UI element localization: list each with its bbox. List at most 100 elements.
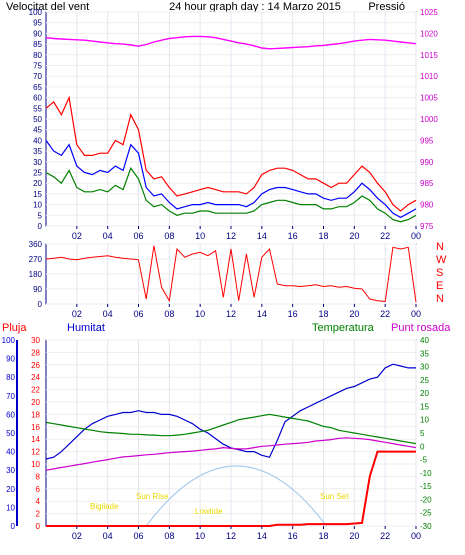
temperature-tick-label: 25 [420, 376, 429, 385]
x-tick-label: 10 [195, 231, 205, 241]
humidity-tick-label: 100 [2, 336, 16, 345]
wind-tick-label: 20 [33, 179, 42, 188]
x-tick-label: 00 [411, 531, 421, 541]
pressure-tick-label: 985 [420, 179, 434, 188]
x-tick-label: 16 [288, 531, 298, 541]
wind-tick-label: 25 [33, 169, 42, 178]
temperature-tick-label: -20 [420, 495, 432, 504]
series-temperature [45, 413, 417, 445]
x-tick-label: 10 [195, 531, 205, 541]
daylight-arc [145, 465, 328, 527]
wind-tick-label: 5 [38, 211, 43, 220]
pressure-tick-label: 1020 [420, 29, 438, 38]
temperature-tick-label: 20 [420, 389, 429, 398]
x-tick-label: 06 [133, 231, 143, 241]
wind-tick-label: 0 [38, 222, 43, 231]
wind-tick-label: 90 [33, 29, 42, 38]
wind-grid [46, 11, 417, 227]
wind-series [45, 35, 417, 223]
wind-tick-label: 30 [33, 158, 42, 167]
twilight-label: Bigilade [90, 502, 119, 511]
x-tick-label: 02 [72, 231, 82, 241]
humidity-tick-label: 20 [6, 485, 15, 494]
humidity-tick-label: 80 [6, 373, 15, 382]
humidity-tick-label: 90 [6, 355, 15, 364]
direction-tick-label: 0 [38, 300, 43, 309]
dewpoint-label: Punt rosada [391, 322, 451, 334]
compass-letter: W [436, 254, 447, 266]
rain-label: Pluja [2, 322, 27, 334]
wind-tick-label: 60 [33, 94, 42, 103]
temperature-tick-label: 40 [420, 336, 429, 345]
header-center: 24 hour graph day : 14 Marzo 2015 [169, 1, 341, 13]
temperature-tick-label: -30 [420, 522, 432, 531]
rain-tick-label: 2 [36, 510, 41, 519]
pressure-axis: 975 980 985 990 995 1000 1005 1010 1015 1020 1025 [420, 8, 438, 231]
wind-tick-label: 10 [33, 201, 42, 210]
direction-series [45, 245, 417, 303]
wind-tick-label: 85 [33, 40, 42, 49]
humidity-tick-label: 50 [6, 429, 15, 438]
x-tick-label: 06 [133, 309, 143, 319]
temperature-axis: -30 -25 -20 -15 -10 -5 0 5 10 15 20 25 30 35 40 [420, 336, 432, 531]
sunrise-label: Sun Rise [136, 492, 169, 501]
humidity-tick-label: 0 [11, 522, 16, 531]
pressure-tick-label: 1005 [420, 94, 438, 103]
humidity-tick-label: 70 [6, 392, 15, 401]
rain-tick-label: 14 [31, 435, 40, 444]
humidity-tick-label: 10 [6, 503, 15, 512]
humidity-label: Humitat [67, 322, 105, 334]
x-tick-label: 08 [164, 231, 174, 241]
wind-tick-label: 100 [29, 8, 43, 17]
wind-tick-label: 80 [33, 51, 42, 60]
temperature-tick-label: 0 [420, 442, 425, 451]
x-tick-label: 20 [349, 231, 359, 241]
x-tick-label: 08 [164, 531, 174, 541]
temperature-tick-label: -25 [420, 509, 432, 518]
x-tick-label: 10 [195, 309, 205, 319]
header-right: Pressió [368, 1, 405, 13]
pressure-tick-label: 1015 [420, 51, 438, 60]
x-tick-label: 22 [380, 231, 390, 241]
temperature-tick-label: 15 [420, 402, 429, 411]
wind-tick-label: 45 [33, 126, 42, 135]
series-wind_run [45, 166, 417, 223]
x-tick-label: 20 [349, 531, 359, 541]
compass-letter: N [436, 293, 444, 305]
x-tick-label: 16 [288, 231, 298, 241]
x-tick-label: 06 [133, 531, 143, 541]
compass-letter: N [436, 241, 444, 253]
x-tick-label: 02 [72, 531, 82, 541]
x-tick-label: 12 [226, 531, 236, 541]
temperature-tick-label: -15 [420, 482, 432, 491]
wind-tick-label: 35 [33, 147, 42, 156]
temperature-tick-label: -10 [420, 469, 432, 478]
direction-tick-label: 180 [29, 270, 43, 279]
rain-tick-label: 10 [31, 460, 40, 469]
series-pressure [45, 35, 417, 50]
rain-tick-label: 30 [31, 336, 40, 345]
wind-tick-label: 75 [33, 62, 42, 71]
compass-letter: S [436, 267, 443, 279]
x-tick-label: 22 [380, 309, 390, 319]
x-tick-label: 18 [318, 309, 328, 319]
pressure-tick-label: 1010 [420, 72, 438, 81]
rain-tick-label: 20 [31, 398, 40, 407]
x-tick-label: 14 [257, 531, 267, 541]
pressure-tick-label: 1025 [420, 8, 438, 17]
compass-letter: E [436, 280, 443, 292]
x-tick-label: 18 [318, 531, 328, 541]
x-tick-label: 12 [226, 231, 236, 241]
direction-axis: 0 90 180 270 360 [29, 240, 43, 309]
x-tick-label: 22 [380, 531, 390, 541]
rain-tick-label: 16 [31, 423, 40, 432]
wind-tick-label: 95 [33, 19, 42, 28]
x-tick-label: 00 [411, 231, 421, 241]
pressure-tick-label: 1000 [420, 115, 438, 124]
humidity-tick-label: 60 [6, 410, 15, 419]
temperature-tick-label: 10 [420, 416, 429, 425]
